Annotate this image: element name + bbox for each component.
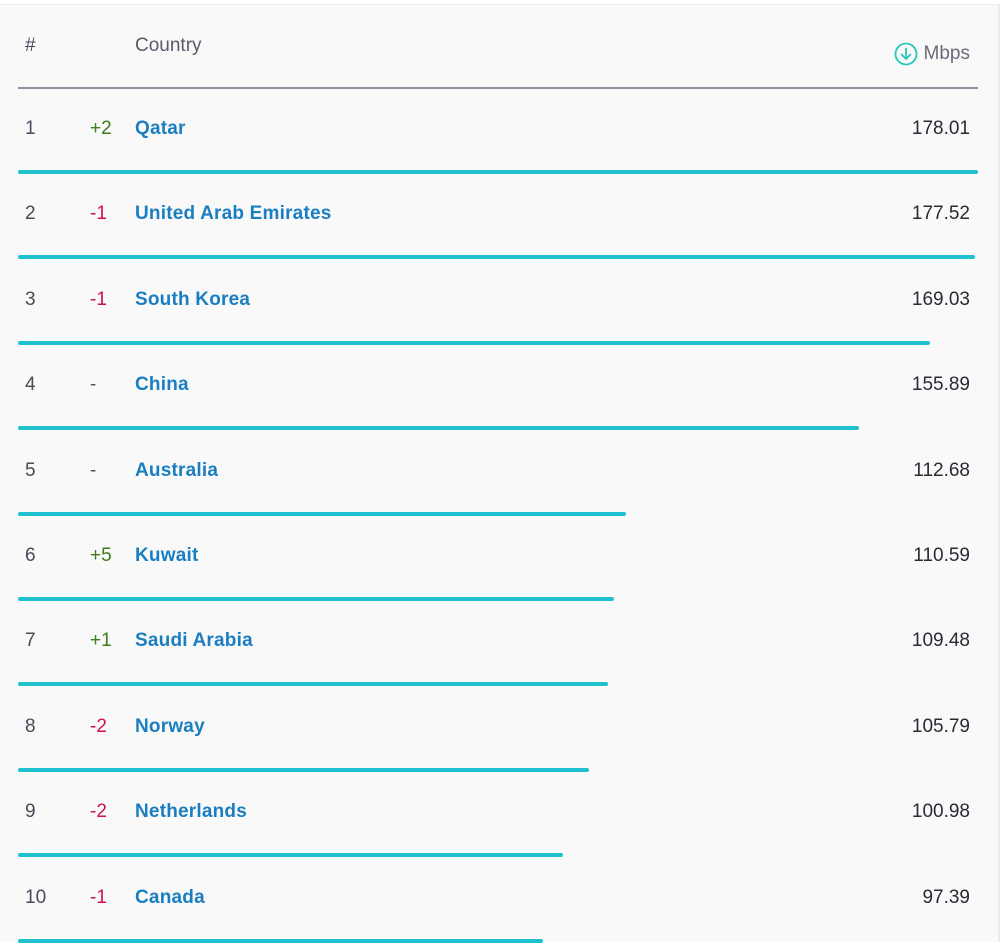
country-link[interactable]: China — [135, 374, 189, 396]
table-row: 10 -1 Canada 97.39 — [0, 859, 998, 944]
ranking-rows: 1 +2 Qatar 178.01 2 -1 United Arab Emirates 177… — [0, 90, 998, 944]
table-row: 4 - China 155.89 — [0, 346, 998, 431]
speed-bar — [18, 767, 589, 772]
speed-column-header[interactable]: Mbps — [894, 42, 970, 66]
table-row: 2 -1 United Arab Emirates 177.52 — [0, 175, 998, 260]
rank-change: - — [90, 459, 97, 481]
speed-value: 97.39 — [922, 886, 970, 908]
rank-change: +2 — [90, 118, 112, 139]
rank-number: 10 — [25, 886, 47, 908]
country-link[interactable]: Canada — [135, 886, 205, 908]
rank-number: 4 — [25, 374, 36, 396]
speed-bar — [18, 853, 563, 858]
table-row: 9 -2 Netherlands 100.98 — [0, 773, 998, 858]
table-row: 8 -2 Norway 105.79 — [0, 688, 998, 773]
speed-value: 169.03 — [911, 288, 970, 310]
speed-value: 110.59 — [913, 544, 970, 566]
table-row: 5 - Australia 112.68 — [0, 432, 998, 517]
speed-value: 177.52 — [911, 203, 970, 225]
country-link[interactable]: United Arab Emirates — [135, 203, 332, 225]
rank-number: 2 — [25, 203, 36, 225]
table-header: # Country Mbps — [0, 5, 998, 88]
speed-bar — [18, 170, 978, 174]
table-row: 6 +5 Kuwait 110.59 — [0, 517, 998, 602]
rank-column-header: # — [25, 35, 36, 56]
country-link[interactable]: Kuwait — [135, 544, 199, 566]
country-link[interactable]: Qatar — [135, 118, 186, 139]
speed-value: 155.89 — [911, 374, 970, 396]
rank-change: -2 — [90, 715, 107, 737]
download-arrow-circle-icon — [894, 42, 918, 66]
country-link[interactable]: Norway — [135, 715, 205, 737]
rank-change: -1 — [90, 203, 107, 225]
speed-bar — [18, 596, 614, 601]
speed-bar — [18, 340, 930, 345]
unit-label: Mbps — [923, 43, 970, 64]
country-link[interactable]: Saudi Arabia — [135, 630, 253, 652]
speed-bar — [18, 426, 859, 431]
rank-change: -1 — [90, 288, 107, 310]
rank-change: -2 — [90, 801, 107, 823]
rank-number: 7 — [25, 630, 36, 652]
speed-bar — [18, 511, 626, 516]
rank-change: - — [90, 374, 97, 396]
rank-number: 6 — [25, 544, 36, 566]
rank-number: 9 — [25, 801, 36, 823]
table-row: 3 -1 South Korea 169.03 — [0, 261, 998, 346]
header-divider — [18, 87, 978, 89]
speed-value: 109.48 — [911, 630, 970, 652]
speed-value: 112.68 — [913, 459, 970, 481]
table-row: 1 +2 Qatar 178.01 — [0, 90, 998, 175]
speed-bar — [18, 255, 975, 260]
rank-number: 1 — [25, 118, 36, 139]
rank-number: 8 — [25, 715, 36, 737]
ranking-table: # Country Mbps 1 +2 Qatar 178.01 2 -1 United A… — [0, 4, 1000, 944]
table-row: 7 +1 Saudi Arabia 109.48 — [0, 602, 998, 687]
rank-change: +5 — [90, 544, 112, 566]
speed-value: 105.79 — [911, 715, 970, 737]
rank-number: 5 — [25, 459, 36, 481]
speed-value: 100.98 — [911, 801, 970, 823]
speed-value: 178.01 — [911, 118, 970, 139]
speed-bar — [18, 682, 608, 687]
rank-change: +1 — [90, 630, 112, 652]
country-link[interactable]: Australia — [135, 459, 219, 481]
country-column-header[interactable]: Country — [135, 35, 202, 56]
rank-change: -1 — [90, 886, 107, 908]
rank-number: 3 — [25, 288, 36, 310]
country-link[interactable]: South Korea — [135, 288, 251, 310]
country-link[interactable]: Netherlands — [135, 801, 248, 823]
